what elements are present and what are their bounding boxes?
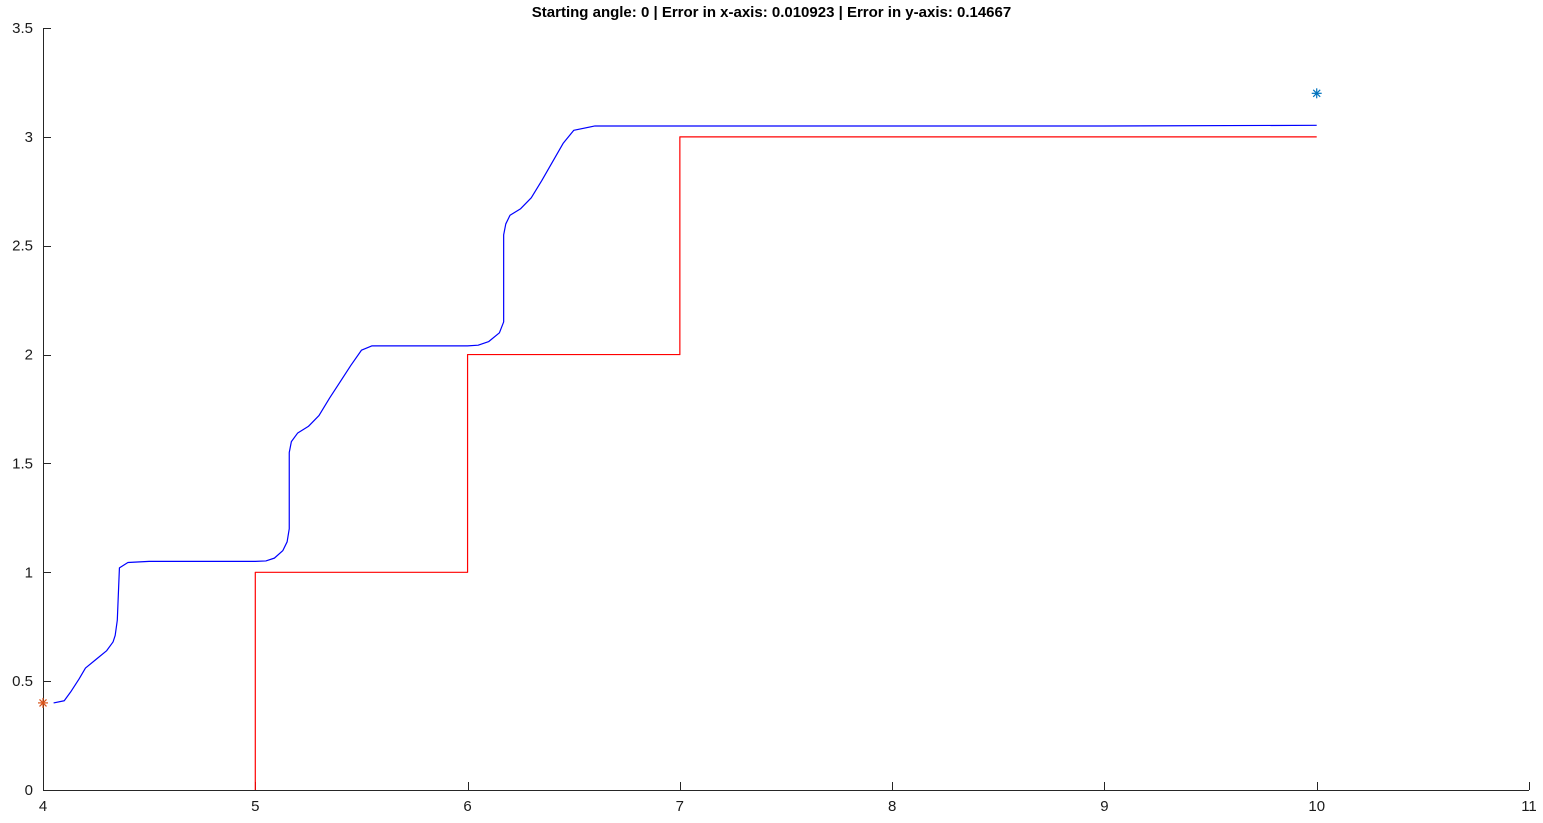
- x-tick-label: 8: [888, 798, 896, 815]
- y-tick-label: 0.5: [12, 673, 33, 690]
- trajectory-line: [53, 124, 1317, 704]
- y-tick-label: 0: [25, 782, 33, 799]
- y-tick-label: 3.5: [12, 20, 33, 37]
- marker-stroke: [1312, 89, 1321, 98]
- y-tick-label: 1: [25, 564, 33, 581]
- x-tick-label: 4: [39, 798, 47, 815]
- y-tick-label: 2: [25, 347, 33, 364]
- x-tick-label: 6: [463, 798, 471, 815]
- x-tick-label: 9: [1100, 798, 1108, 815]
- x-tick-label: 10: [1308, 798, 1325, 815]
- x-tick-label: 5: [251, 798, 259, 815]
- x-tick-label: 11: [1521, 798, 1537, 815]
- goal-marker: [1311, 88, 1322, 99]
- y-tick-label: 2.5: [12, 238, 33, 255]
- marker-stroke: [39, 698, 47, 707]
- start-marker: [38, 697, 48, 708]
- marker-layer: [38, 88, 1322, 708]
- x-tick-label: 7: [676, 798, 684, 815]
- series-layer: [53, 124, 1317, 790]
- y-tick-label: 1.5: [12, 455, 33, 472]
- axes: 4 5 6 7 8 9 10 11 0 0.5 1 1.5 2 2.5 3 3.5: [12, 20, 1537, 815]
- chart-title: Starting angle: 0 | Error in x-axis: 0.0…: [531, 4, 1012, 21]
- y-tick-label: 3: [25, 129, 33, 146]
- reference-path-line: [254, 136, 1317, 790]
